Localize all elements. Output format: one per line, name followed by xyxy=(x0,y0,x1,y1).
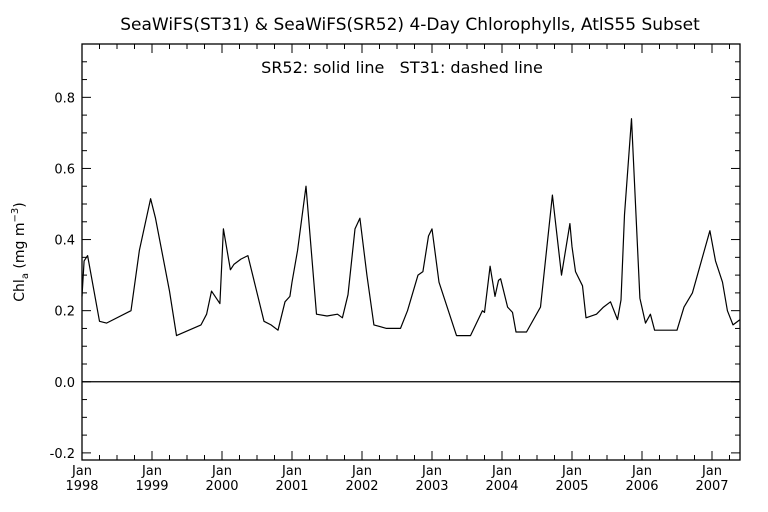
x-tick-month-label: Jan xyxy=(71,464,92,479)
y-tick-label: 0.4 xyxy=(54,234,75,249)
x-tick-year-label: 1998 xyxy=(65,479,98,494)
x-tick-year-label: 2005 xyxy=(555,479,588,494)
legend-annotation: SR52: solid line ST31: dashed line xyxy=(261,58,543,77)
x-tick-year-label: 2001 xyxy=(275,479,308,494)
y-tick-label: 0.2 xyxy=(54,305,75,320)
x-tick-year-label: 2004 xyxy=(485,479,518,494)
x-tick-year-label: 1999 xyxy=(135,479,168,494)
x-tick-month-label: Jan xyxy=(701,464,722,479)
axis-ticks: -0.20.00.20.40.60.8Jan1998Jan1999Jan2000… xyxy=(50,44,740,494)
y-tick-label: 0.6 xyxy=(54,162,75,177)
x-tick-year-label: 2003 xyxy=(415,479,448,494)
x-tick-month-label: Jan xyxy=(421,464,442,479)
x-tick-month-label: Jan xyxy=(281,464,302,479)
y-tick-label: -0.2 xyxy=(50,447,75,462)
x-tick-month-label: Jan xyxy=(491,464,512,479)
series-line-sr52 xyxy=(81,118,741,337)
x-tick-month-label: Jan xyxy=(561,464,582,479)
x-tick-year-label: 2006 xyxy=(625,479,658,494)
x-tick-month-label: Jan xyxy=(351,464,372,479)
y-tick-label: 0.8 xyxy=(54,91,75,106)
x-tick-year-label: 2000 xyxy=(205,479,238,494)
x-tick-year-label: 2007 xyxy=(695,479,728,494)
x-tick-year-label: 2002 xyxy=(345,479,378,494)
y-axis-label: Chla (mg m−3) xyxy=(10,202,31,301)
plot-area-frame xyxy=(81,43,741,461)
y-tick-label: 0.0 xyxy=(54,376,75,391)
x-tick-month-label: Jan xyxy=(211,464,232,479)
x-tick-month-label: Jan xyxy=(631,464,652,479)
series-layer xyxy=(81,118,741,337)
chart-title: SeaWiFS(ST31) & SeaWiFS(SR52) 4-Day Chlo… xyxy=(120,15,700,35)
x-tick-month-label: Jan xyxy=(141,464,162,479)
